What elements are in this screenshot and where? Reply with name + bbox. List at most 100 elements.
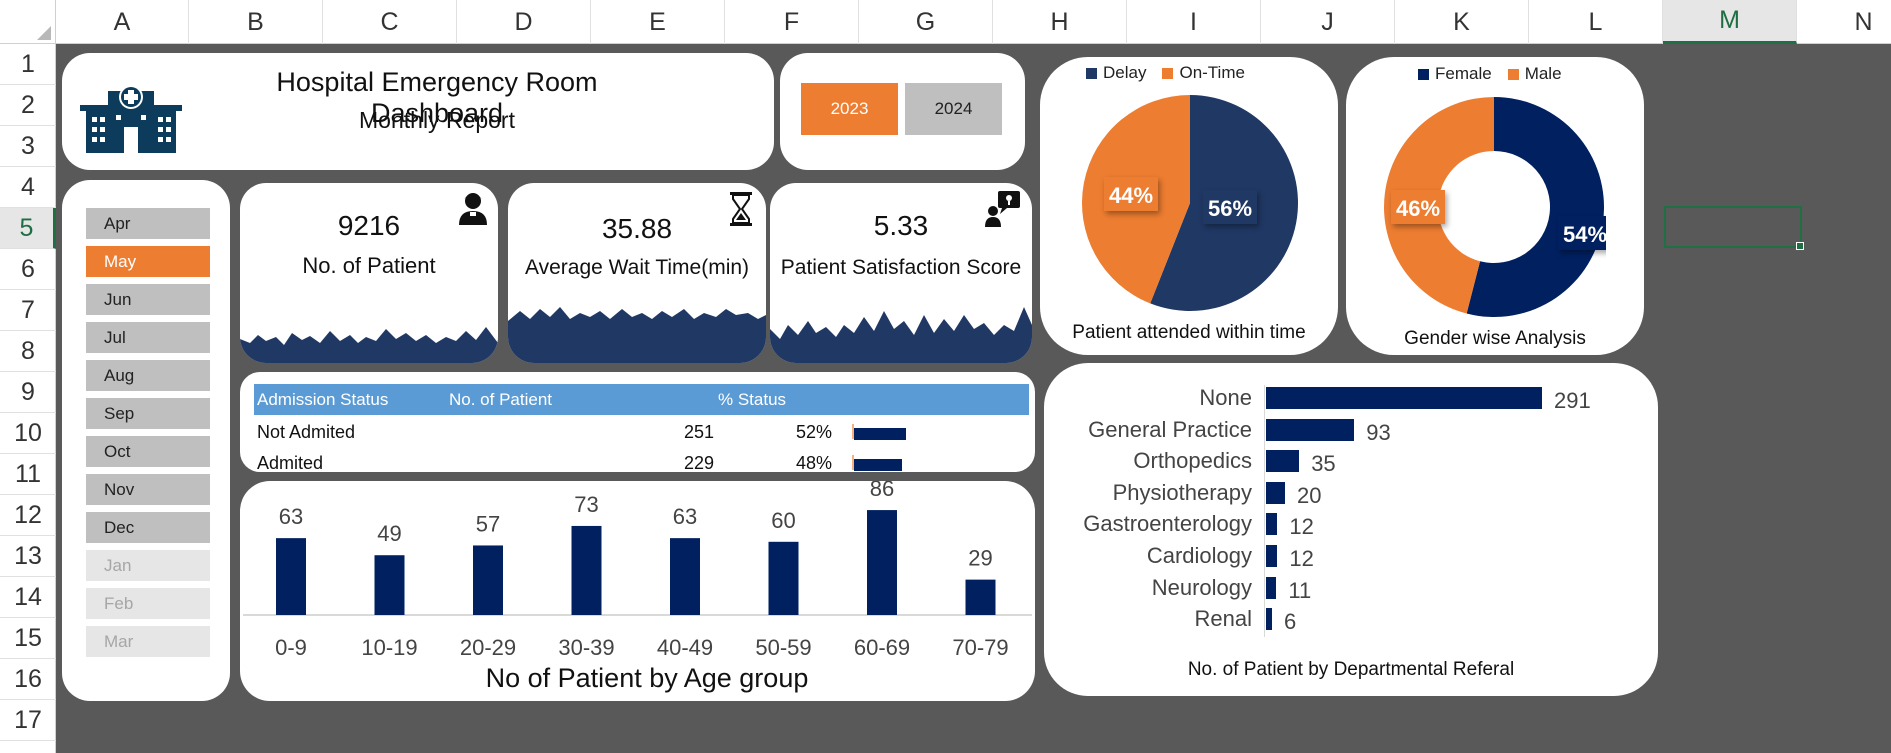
- column-header-e[interactable]: E: [591, 0, 725, 44]
- hospital-icon: [80, 85, 182, 153]
- legend-label-male: Male: [1524, 64, 1562, 83]
- department-value: 93: [1366, 419, 1391, 445]
- svg-text:54%: 54%: [1563, 222, 1606, 247]
- column-header-c[interactable]: C: [323, 0, 457, 44]
- month-button-aug[interactable]: Aug: [86, 360, 210, 391]
- month-button-jul[interactable]: Jul: [86, 322, 210, 353]
- kpi-patients-value: 9216: [337, 210, 401, 241]
- month-button-feb[interactable]: Feb: [86, 588, 210, 619]
- age-bar-70-79: [965, 579, 996, 615]
- age-bar-0-9: [276, 538, 306, 615]
- department-bar-general-practice: [1266, 418, 1355, 441]
- row-header-6[interactable]: 6: [0, 249, 56, 290]
- admission-status-cell: Not Admited: [257, 422, 356, 442]
- department-value: 6: [1284, 609, 1297, 635]
- department-value: 12: [1289, 546, 1314, 571]
- month-button-may[interactable]: May: [86, 246, 210, 277]
- column-header-j[interactable]: J: [1261, 0, 1395, 44]
- department-bar-renal: [1266, 608, 1272, 631]
- admission-table: Admission Status No. of Patient % Status…: [240, 372, 1035, 472]
- legend-label-delay: Delay: [1103, 63, 1147, 82]
- row-header-12[interactable]: 12: [0, 495, 56, 536]
- row-header-8[interactable]: 8: [0, 331, 56, 372]
- gender-chart-title: Gender wise Analysis: [1404, 328, 1586, 349]
- select-all-corner[interactable]: [0, 0, 56, 44]
- feedback-icon: [985, 191, 1020, 227]
- timeliness-chart-title: Patient attended within time: [1072, 322, 1306, 343]
- column-header-a[interactable]: A: [56, 0, 189, 44]
- row-header-10[interactable]: 10: [0, 413, 56, 454]
- month-button-sep[interactable]: Sep: [86, 398, 210, 429]
- row-header-2[interactable]: 2: [0, 85, 56, 126]
- year-slicer: 2023 2024: [780, 53, 1025, 170]
- row-header-7[interactable]: 7: [0, 290, 56, 331]
- month-button-jan[interactable]: Jan: [86, 550, 210, 581]
- column-header-k[interactable]: K: [1395, 0, 1529, 44]
- timeliness-legend: Delay On-Time: [1086, 63, 1245, 83]
- legend-swatch-on-time: [1162, 67, 1174, 79]
- age-tick-label: 0-9: [275, 635, 307, 660]
- column-header-n[interactable]: N: [1797, 0, 1891, 44]
- month-button-nov[interactable]: Nov: [86, 474, 210, 505]
- department-label: Neurology: [1151, 574, 1252, 600]
- header-admission-status: Admission Status: [257, 390, 389, 409]
- column-header-h[interactable]: H: [993, 0, 1127, 44]
- row-header-4[interactable]: 4: [0, 167, 56, 208]
- legend-swatch-delay: [1086, 67, 1097, 79]
- row-header-bar: 1 2 3 4 5 6 7 8 9 10 11 12 13 14 15 16 17: [0, 44, 56, 753]
- dashboard-title: Hospital Emergency Room Dashboard: [276, 67, 598, 128]
- column-header-d[interactable]: D: [457, 0, 591, 44]
- department-value: 20: [1296, 482, 1322, 508]
- department-label: Cardiology: [1146, 543, 1252, 568]
- row-header-13[interactable]: 13: [0, 536, 56, 577]
- column-header-m[interactable]: M: [1663, 0, 1797, 44]
- svg-text:44%: 44%: [1109, 183, 1153, 208]
- row-header-17[interactable]: 17: [0, 700, 56, 741]
- gender-slice-male: [1384, 97, 1494, 314]
- age-tick-label: 60-69: [854, 635, 910, 660]
- column-header-b[interactable]: B: [189, 0, 323, 44]
- month-button-dec[interactable]: Dec: [86, 512, 210, 543]
- column-header-i[interactable]: I: [1127, 0, 1261, 44]
- row-header-14[interactable]: 14: [0, 577, 56, 618]
- month-button-jun[interactable]: Jun: [86, 284, 210, 315]
- row-header-3[interactable]: 3: [0, 126, 56, 167]
- column-header-f[interactable]: F: [725, 0, 859, 44]
- year-button-2023[interactable]: 2023: [801, 83, 898, 135]
- timeliness-pie-chart: 56% 44%: [1082, 95, 1298, 311]
- month-button-mar[interactable]: Mar: [86, 626, 210, 657]
- kpi-satisfaction-label: Patient Satisfaction Score: [780, 256, 1022, 279]
- month-button-apr[interactable]: Apr: [86, 208, 210, 239]
- department-label: Orthopedics: [1133, 448, 1252, 474]
- selected-cell-M5[interactable]: [1664, 206, 1804, 250]
- age-tick-label: 40-49: [657, 635, 713, 660]
- row-header-15[interactable]: 15: [0, 618, 56, 659]
- table-row: Admited 229 48%: [254, 447, 1029, 472]
- percent-cell: 48%: [796, 453, 833, 472]
- kpi-card-satisfaction: 5.33 Patient Satisfaction Score: [770, 183, 1032, 363]
- row-header-5[interactable]: 5: [0, 208, 56, 249]
- legend-label-female: Female: [1435, 64, 1492, 83]
- age-bar-40-49: [670, 538, 700, 615]
- gender-donut-card: Female Male 54% 46% Gender wise Analysis: [1346, 57, 1644, 355]
- age-tick-label: 30-39: [558, 635, 614, 660]
- age-bar-value: 57: [476, 511, 500, 536]
- column-header-l[interactable]: L: [1529, 0, 1663, 44]
- department-value: 12: [1289, 514, 1314, 540]
- year-button-2024[interactable]: 2024: [905, 83, 1002, 135]
- age-tick-label: 70-79: [952, 635, 1008, 660]
- department-chart-title: No. of Patient by Departmental Referal: [1187, 659, 1515, 680]
- month-button-oct[interactable]: Oct: [86, 436, 210, 467]
- age-group-bar-chart: 63 0-9 49 10-19 57 20-29 73 30-39 63 40-49 60 50-59…: [243, 481, 1032, 693]
- row-header-1[interactable]: 1: [0, 44, 56, 85]
- kpi-wait-label: Average Wait Time(min): [524, 256, 750, 279]
- age-tick-label: 50-59: [755, 635, 811, 660]
- kpi-satisfaction-value: 5.33: [873, 210, 929, 241]
- row-header-11[interactable]: 11: [0, 454, 56, 495]
- row-header-16[interactable]: 16: [0, 659, 56, 700]
- column-header-g[interactable]: G: [859, 0, 993, 44]
- row-header-9[interactable]: 9: [0, 372, 56, 413]
- percent-cell: 52%: [796, 422, 833, 442]
- percent-bar: [854, 428, 906, 440]
- department-label: Renal: [1194, 606, 1252, 632]
